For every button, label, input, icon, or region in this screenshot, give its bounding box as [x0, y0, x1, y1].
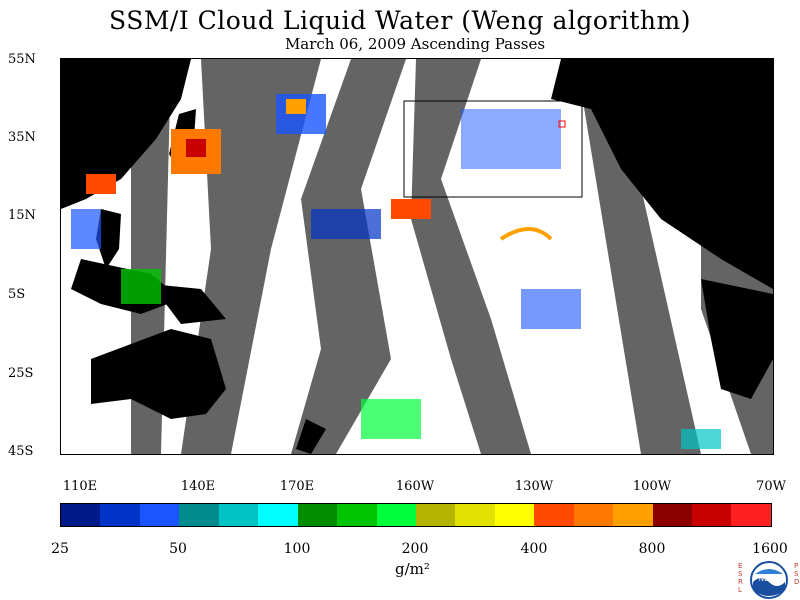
colorbar-swatch: [415, 504, 456, 526]
lat-label-35n: 35N: [8, 130, 36, 145]
colorbar-unit: g/m²: [395, 560, 430, 578]
region-box: [403, 100, 583, 198]
lat-label-15n: 15N: [8, 208, 36, 223]
colorbar: [60, 503, 772, 527]
emblem-text: NOAA: [759, 575, 780, 583]
lon-label-110e: 110E: [62, 479, 98, 494]
colorbar-swatch: [179, 504, 219, 526]
cloud-water-patches: [71, 94, 721, 449]
colorbar-swatch: [258, 504, 298, 526]
lon-label-100w: 100W: [632, 479, 672, 494]
map-panel: [60, 58, 774, 455]
colorbar-swatch: [337, 504, 377, 526]
lat-label-5s: 5S: [8, 287, 26, 302]
lat-label-25s: 25S: [8, 366, 34, 381]
colorbar-swatch: [100, 504, 140, 526]
colorbar-swatch: [61, 504, 101, 526]
colorbar-swatch: [218, 504, 259, 526]
colorbar-swatch: [692, 504, 732, 526]
lat-label-45s: 45S: [8, 444, 34, 459]
colorbar-swatch: [376, 504, 416, 526]
lon-label-130w: 130W: [514, 479, 554, 494]
colorbar-swatch: [139, 504, 180, 526]
colorbar-swatch: [455, 504, 495, 526]
colorbar-swatch: [534, 504, 574, 526]
map-title: SSM/I Cloud Liquid Water (Weng algorithm…: [109, 6, 691, 35]
colorbar-label-25: 25: [51, 541, 69, 557]
colorbar-swatch: [613, 504, 653, 526]
colorbar-label-1600: 1600: [752, 541, 788, 557]
colorbar-swatch: [297, 504, 338, 526]
colorbar-label-800: 800: [638, 541, 666, 557]
colorbar-label-100: 100: [283, 541, 311, 557]
colorbar-label-200: 200: [401, 541, 429, 557]
map-canvas: [61, 59, 773, 454]
colorbar-label-50: 50: [169, 541, 187, 557]
lon-label-170e: 170E: [279, 479, 315, 494]
colorbar-swatch: [731, 504, 771, 526]
map-subtitle: March 06, 2009 Ascending Passes: [284, 35, 546, 53]
noaa-emblem-icon: NOAA: [750, 561, 788, 599]
colorbar-swatch: [494, 504, 535, 526]
marker-box: [558, 120, 566, 128]
colorbar-swatch: [652, 504, 692, 526]
lon-label-140e: 140E: [180, 479, 216, 494]
lat-label-55n: 55N: [8, 52, 36, 67]
lon-label-160w: 160W: [395, 479, 435, 494]
colorbar-label-400: 400: [520, 541, 548, 557]
colorbar-swatch: [573, 504, 614, 526]
lon-label-70w: 70W: [756, 479, 786, 494]
